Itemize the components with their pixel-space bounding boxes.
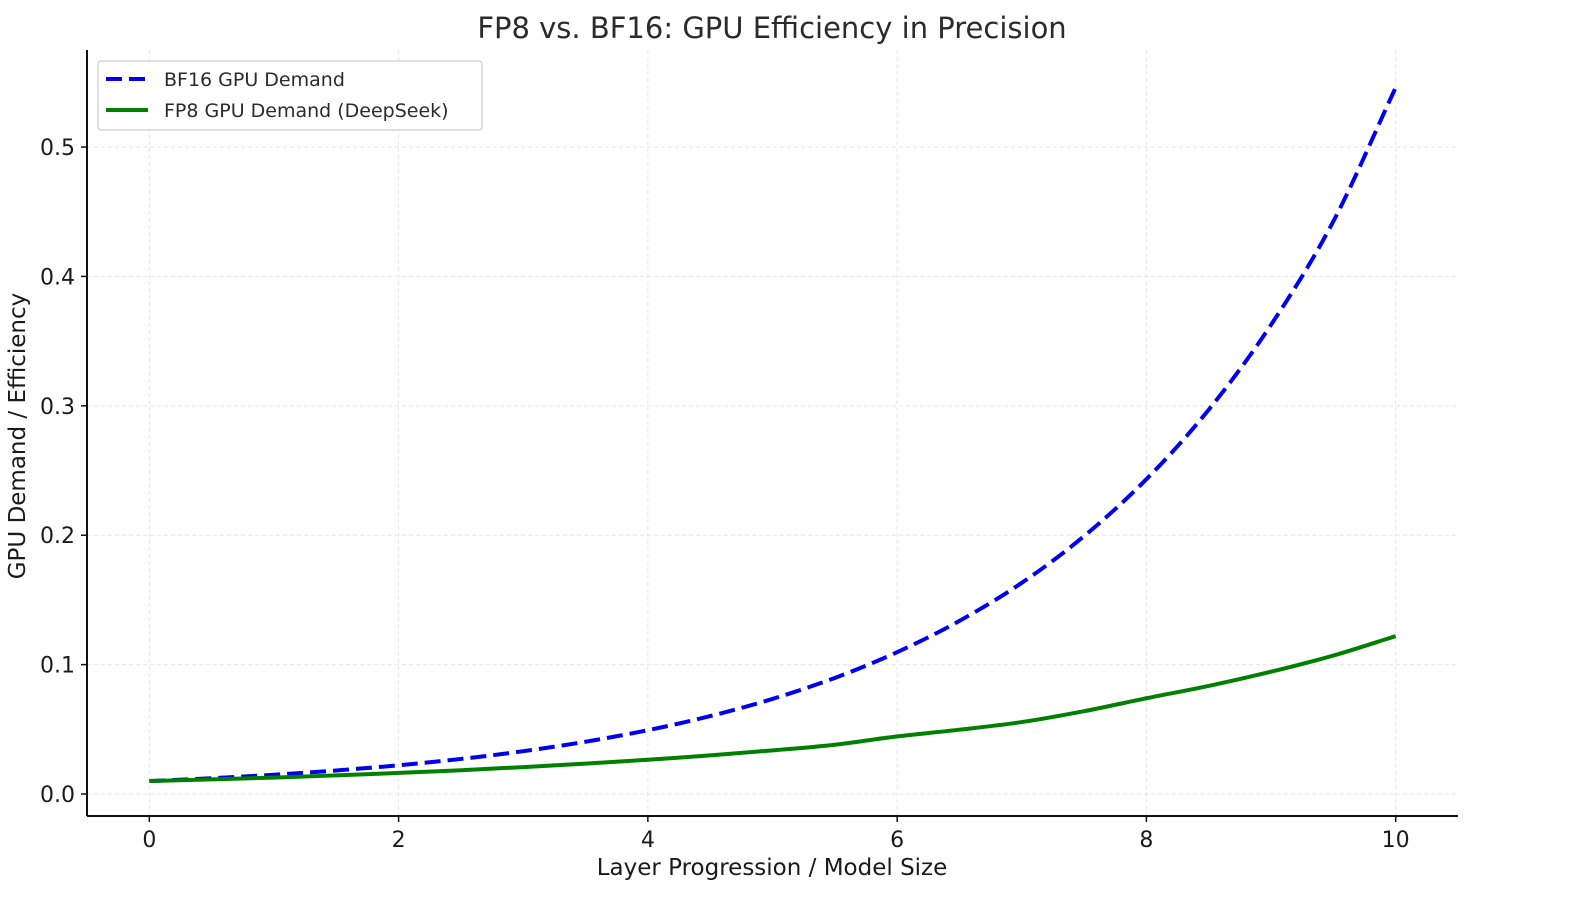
x-tick-label: 4	[641, 828, 655, 853]
fp8-data-point	[459, 768, 463, 772]
fp8-data-point	[833, 743, 837, 747]
legend: BF16 GPU Demand FP8 GPU Demand (DeepSeek…	[97, 60, 483, 131]
bf16-data-point	[895, 650, 899, 654]
fp8-data-point	[771, 748, 775, 752]
bf16-data-point	[1082, 534, 1086, 538]
fp8-data-point	[957, 728, 961, 732]
fp8-data-point	[1394, 634, 1398, 638]
chart-title: FP8 vs. BF16: GPU Efficiency in Precisio…	[477, 11, 1066, 45]
bf16-data-point	[1144, 477, 1148, 481]
x-tick-label: 0	[142, 828, 156, 853]
y-tick-label: 0.3	[40, 395, 75, 420]
y-axis-ticks: 0.0 0.1 0.2 0.3 0.4 0.5	[40, 136, 87, 808]
fp8-data-point	[272, 776, 276, 780]
bf16-data-point	[1020, 581, 1024, 585]
y-tick-label: 0.0	[40, 783, 75, 808]
bf16-data-point	[459, 757, 463, 761]
fp8-data-point	[895, 734, 899, 738]
fp8-data-point	[1020, 720, 1024, 724]
y-tick-label: 0.1	[40, 654, 75, 679]
gridlines	[87, 50, 1458, 816]
bf16-data-point	[1207, 408, 1211, 412]
legend-label-fp8: FP8 GPU Demand (DeepSeek)	[164, 100, 449, 122]
fp8-data-point	[147, 779, 151, 783]
bf16-series-line	[149, 86, 1398, 784]
bf16-data-point	[957, 619, 961, 623]
y-tick-label: 0.5	[40, 136, 75, 161]
bf16-data-point	[708, 714, 712, 718]
axes	[86, 50, 1458, 817]
fp8-data-point	[1144, 696, 1148, 700]
fp8-data-point	[521, 765, 525, 769]
fp8-data-point	[1207, 684, 1211, 688]
bf16-data-point	[397, 763, 401, 767]
bf16-data-point	[521, 749, 525, 753]
fp8-data-point	[1082, 709, 1086, 713]
y-tick-label: 0.4	[40, 265, 75, 290]
fp8-data-point	[646, 758, 650, 762]
x-tick-label: 8	[1139, 828, 1153, 853]
fp8-data-point	[584, 762, 588, 766]
bf16-data-point	[833, 676, 837, 680]
fp8-data-point	[210, 777, 214, 781]
x-axis-label: Layer Progression / Model Size	[597, 855, 948, 881]
fp8-data-point	[1269, 670, 1273, 674]
series-lines	[147, 86, 1398, 784]
bf16-data-point	[1331, 219, 1335, 223]
x-tick-label: 6	[890, 828, 904, 853]
bf16-data-point	[584, 740, 588, 744]
y-axis-label: GPU Demand / Efficiency	[5, 293, 31, 580]
legend-label-bf16: BF16 GPU Demand	[164, 69, 345, 91]
bf16-data-point	[646, 728, 650, 732]
x-tick-label: 10	[1382, 828, 1410, 853]
bf16-data-point	[1394, 86, 1398, 90]
fp8-data-point	[334, 773, 338, 777]
x-axis-ticks: 0 2 4 6 8 10	[142, 816, 1410, 853]
bf16-data-point	[334, 768, 338, 772]
fp8-data-point	[397, 771, 401, 775]
x-tick-label: 2	[392, 828, 406, 853]
legend-box	[97, 60, 483, 131]
bf16-data-point	[771, 697, 775, 701]
y-tick-label: 0.2	[40, 524, 75, 549]
fp8-series-line	[149, 634, 1397, 784]
fp8-data-point	[1331, 654, 1335, 658]
bf16-data-point	[1269, 323, 1273, 327]
fp8-data-point	[708, 753, 712, 757]
